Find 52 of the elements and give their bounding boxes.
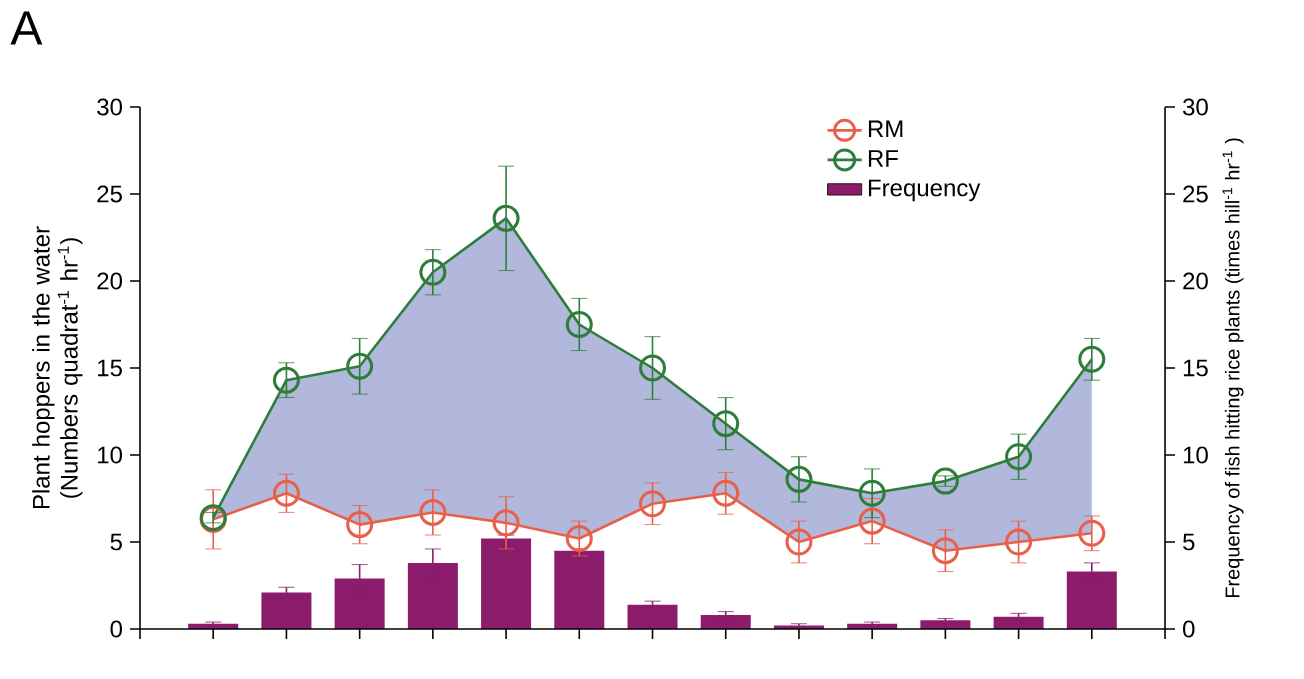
point <box>858 479 886 507</box>
point <box>639 490 667 518</box>
point <box>712 479 740 507</box>
point <box>492 509 520 537</box>
point <box>785 465 813 493</box>
point <box>712 410 740 438</box>
bar <box>554 550 605 629</box>
point <box>419 498 447 526</box>
y-tick-label: 10 <box>98 446 123 464</box>
point <box>272 366 300 394</box>
y2-tick-label: 25 <box>1183 185 1208 203</box>
point <box>1005 443 1033 471</box>
y-tick-label: 30 <box>97 98 123 116</box>
y2-tick-label: 5 <box>1183 533 1195 551</box>
y-tick-label: 25 <box>97 185 122 203</box>
point <box>565 525 593 553</box>
point <box>272 479 300 507</box>
point <box>492 204 520 232</box>
legend-label: Frequency <box>868 179 981 202</box>
legend-label: RM <box>868 120 903 138</box>
point <box>639 354 667 382</box>
y2-axis-title: Frequency of fish hitting rice plants (times hill$^{-1}$ hr$^{-1}$ ) <box>1222 138 1244 598</box>
point <box>346 352 374 380</box>
y-tick-label: 15 <box>98 359 122 377</box>
bar <box>334 578 385 629</box>
bar <box>261 592 312 629</box>
y2-tick-label: 20 <box>1183 272 1208 290</box>
y2-tick-label: 0 <box>1183 620 1195 638</box>
point <box>858 507 886 535</box>
point <box>565 311 593 338</box>
bar <box>700 615 751 629</box>
point <box>1078 345 1106 373</box>
point <box>931 467 959 495</box>
y2-tick-label: 10 <box>1183 446 1208 464</box>
point <box>1005 528 1033 556</box>
point <box>346 511 374 539</box>
y-tick-label: 20 <box>97 272 123 290</box>
chart-title: A <box>10 11 43 45</box>
point <box>785 528 813 556</box>
bar <box>993 616 1044 629</box>
y2-tick-label: 15 <box>1183 359 1208 377</box>
bar <box>1066 571 1117 629</box>
point <box>1078 519 1106 547</box>
legend-label: RF <box>868 150 899 167</box>
y-tick-label: 0 <box>110 620 123 638</box>
y-tick-label: 5 <box>110 533 122 551</box>
point <box>931 537 959 565</box>
point <box>419 258 447 286</box>
bar <box>407 562 458 629</box>
bar <box>481 538 532 629</box>
bar <box>627 604 678 629</box>
y2-tick-label: 30 <box>1183 98 1208 116</box>
